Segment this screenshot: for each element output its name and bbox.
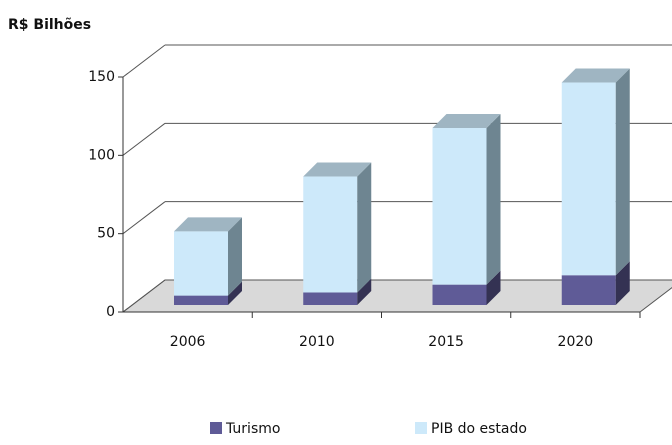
bar-front <box>303 176 358 293</box>
y-tick-label: 100 <box>88 147 115 163</box>
bar-top <box>303 162 372 177</box>
grid-line <box>122 122 166 156</box>
bar-front <box>561 82 616 276</box>
grid-line <box>122 201 166 235</box>
bar-front <box>432 284 487 305</box>
bar <box>303 278 372 305</box>
bar-front <box>174 231 228 296</box>
bar-top <box>174 217 242 232</box>
y-tick-label: 50 <box>97 226 115 242</box>
x-tick-label: 2010 <box>299 334 335 350</box>
bar-side <box>486 113 501 285</box>
bar-side <box>228 281 242 305</box>
x-tick-label: 2006 <box>170 334 206 350</box>
y-tick-label: 150 <box>88 69 115 85</box>
bar <box>174 281 242 305</box>
y-axis-label: R$ Bilhões <box>8 17 91 33</box>
bar-side <box>357 278 372 305</box>
x-tick-label: 2015 <box>428 334 464 350</box>
x-tick-label: 2020 <box>558 334 594 350</box>
y-tick-label: 0 <box>106 304 115 320</box>
bar-side <box>486 270 501 305</box>
legend-swatch <box>415 422 427 434</box>
bar <box>303 162 372 293</box>
grid-line <box>122 44 166 78</box>
legend-swatch <box>210 422 222 434</box>
bar <box>561 68 630 276</box>
bar-top <box>432 113 501 128</box>
bar-front <box>432 127 487 285</box>
bar-top <box>561 68 630 83</box>
bar-side <box>228 217 242 296</box>
bar <box>561 261 630 305</box>
bar <box>174 217 242 296</box>
bar-side <box>357 162 372 293</box>
bar-side <box>615 68 630 276</box>
bar-front <box>303 292 358 305</box>
bar-side <box>615 261 630 305</box>
bar <box>432 113 501 285</box>
legend-label: Turismo <box>225 421 280 437</box>
bar <box>432 270 501 305</box>
grid-line <box>122 279 166 313</box>
legend-label: PIB do estado <box>431 421 527 437</box>
bar-front <box>561 275 616 305</box>
bar-front <box>174 295 228 305</box>
